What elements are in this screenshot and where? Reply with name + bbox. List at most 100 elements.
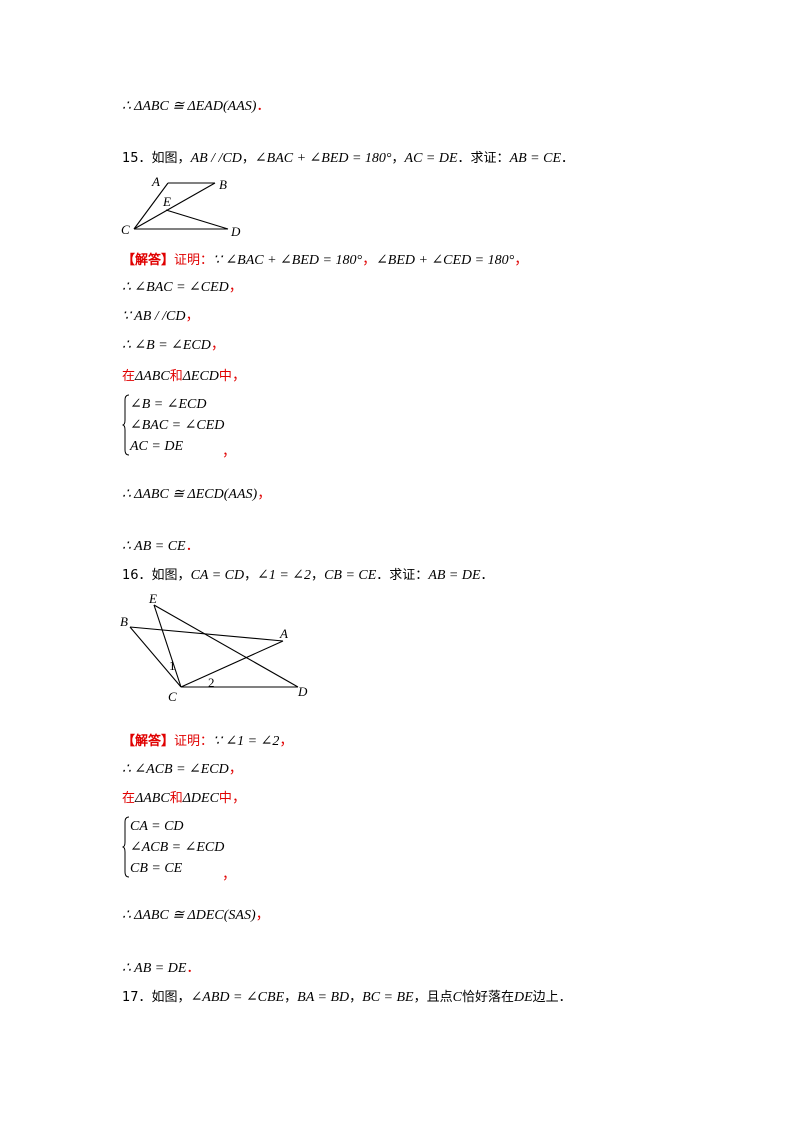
question-intro: 如图， bbox=[151, 990, 191, 1005]
punctuation: ， bbox=[241, 151, 255, 166]
label-c: C bbox=[168, 689, 177, 704]
prove-label: ．求证： bbox=[376, 568, 429, 583]
label-d: D bbox=[297, 684, 308, 699]
q15-answer-line-3: ∵ AB / /CD， bbox=[122, 307, 200, 326]
q15-answer-line-4: ∴ ∠B = ∠ECD， bbox=[122, 336, 225, 355]
in-word: 在 bbox=[122, 791, 136, 806]
label-a: A bbox=[279, 626, 288, 641]
question-17-statement: 17．如图，∠ABD = ∠CBE，BA = BD，BC = BE，且点C恰好落… bbox=[122, 988, 572, 1007]
punctuation: ， bbox=[284, 990, 298, 1005]
answer-prefix: 证明： bbox=[174, 734, 214, 749]
given-3: BC = BE bbox=[362, 990, 414, 1005]
step-4: ∴ ∠B = ∠ECD bbox=[122, 338, 211, 353]
condition-row: CB = CE bbox=[130, 861, 183, 876]
punctuation: ， bbox=[228, 761, 243, 777]
segment-label: DE bbox=[513, 990, 533, 1005]
condition-row: AC = DE bbox=[130, 439, 183, 454]
and-word: 和 bbox=[169, 369, 183, 384]
final-statement: ∴ AB = DE bbox=[122, 961, 187, 976]
question-number: 17． bbox=[122, 990, 152, 1005]
q16-answer-line-2: ∴ ∠ACB = ∠ECD， bbox=[122, 760, 243, 779]
label-d: D bbox=[230, 224, 241, 239]
label-a: A bbox=[151, 174, 160, 189]
step-2: ∴ ∠ACB = ∠ECD bbox=[122, 762, 229, 777]
in-word: 在 bbox=[122, 369, 136, 384]
given-2: BA = BD bbox=[297, 990, 350, 1005]
punctuation: ， bbox=[244, 568, 258, 583]
condition-row: ∠BAC = ∠CED bbox=[130, 418, 225, 433]
q15-triangle-intro: 在ΔABC和ΔECD中， bbox=[122, 367, 246, 386]
condition-row: ∠B = ∠ECD bbox=[130, 397, 207, 412]
q15-system-comma: ， bbox=[222, 443, 236, 461]
angle-1-label: 1 bbox=[169, 658, 176, 673]
triangle-2: ΔECD bbox=[182, 369, 219, 384]
figure-q16: E B A C D 1 2 bbox=[120, 591, 308, 704]
punctuation: ， bbox=[279, 733, 294, 749]
brace-icon bbox=[122, 816, 130, 878]
angle-2-label: 2 bbox=[208, 675, 215, 690]
label-e: E bbox=[162, 194, 171, 209]
text-part: 恰好落在 bbox=[461, 990, 514, 1005]
punctuation: ， bbox=[222, 444, 236, 460]
given-2: ∠BAC + ∠BED = 180° bbox=[254, 151, 392, 166]
punctuation: ． bbox=[186, 960, 201, 976]
q16-congruence: ∴ ΔABC ≅ ΔDEC(SAS)， bbox=[122, 906, 270, 925]
step-1: ∵ ∠1 = ∠2 bbox=[213, 734, 280, 749]
given-3: AC = DE bbox=[404, 151, 458, 166]
punctuation: ． bbox=[480, 568, 494, 583]
punctuation: ， bbox=[349, 990, 363, 1005]
answer-prefix: 证明： bbox=[174, 253, 214, 268]
text-part: ，且点 bbox=[413, 990, 453, 1005]
q16-system-comma: ， bbox=[222, 866, 236, 884]
step-1b: ∠BED + ∠CED = 180° bbox=[376, 253, 515, 268]
punctuation: ， bbox=[257, 486, 272, 502]
punctuation: ， bbox=[231, 368, 246, 384]
question-15-statement: 15．如图，AB / /CD，∠BAC + ∠BED = 180°，AC = D… bbox=[122, 149, 574, 168]
punctuation: ， bbox=[210, 337, 225, 353]
congruence-statement: ∴ ΔABC ≅ ΔECD(AAS) bbox=[122, 487, 258, 502]
given-3: CB = CE bbox=[324, 568, 377, 583]
q15-answer-line-1: 【解答】证明：∵ ∠BAC + ∠BED = 180°，∠BED + ∠CED … bbox=[122, 251, 528, 270]
punctuation: ， bbox=[514, 252, 529, 268]
question-number: 15． bbox=[122, 151, 152, 166]
label-c: C bbox=[121, 222, 130, 237]
triangle-1: ΔABC bbox=[135, 369, 170, 384]
step-3: ∵ AB / /CD bbox=[122, 309, 186, 324]
step-1a: ∵ ∠BAC + ∠BED = 180° bbox=[213, 253, 363, 268]
previous-conclusion-line: ∴ ΔABC ≅ ΔEAD(AAS)． bbox=[122, 97, 270, 116]
step-2: ∴ ∠BAC = ∠CED bbox=[122, 280, 229, 295]
brace-icon bbox=[122, 394, 130, 456]
and-word: 和 bbox=[169, 791, 183, 806]
q15-congruence: ∴ ΔABC ≅ ΔECD(AAS)， bbox=[122, 485, 271, 504]
punctuation: ． bbox=[256, 98, 271, 114]
answer-tag: 【解答】 bbox=[122, 734, 175, 749]
zhong-word: 中 bbox=[218, 791, 232, 806]
label-e: E bbox=[148, 591, 157, 606]
math-expression: ∴ ΔABC ≅ ΔEAD(AAS) bbox=[122, 99, 257, 114]
figure-q15: A B C D E bbox=[121, 174, 241, 239]
given-1: AB / /CD bbox=[190, 151, 242, 166]
condition-row: ∠ACB = ∠ECD bbox=[130, 840, 225, 855]
answer-tag: 【解答】 bbox=[122, 253, 175, 268]
q15-answer-line-2: ∴ ∠BAC = ∠CED， bbox=[122, 278, 243, 297]
point-label: C bbox=[452, 990, 462, 1005]
punctuation: ， bbox=[231, 790, 246, 806]
q16-final: ∴ AB = DE． bbox=[122, 959, 200, 978]
q16-triangle-intro: 在ΔABC和ΔDEC中， bbox=[122, 789, 246, 808]
punctuation: ． bbox=[185, 538, 200, 554]
question-intro: 如图， bbox=[151, 568, 191, 583]
punctuation: ， bbox=[228, 279, 243, 295]
question-intro: 如图， bbox=[151, 151, 191, 166]
congruence-statement: ∴ ΔABC ≅ ΔDEC(SAS) bbox=[122, 908, 256, 923]
prove-statement: AB = DE bbox=[428, 568, 481, 583]
label-b: B bbox=[219, 177, 227, 192]
question-16-statement: 16．如图，CA = CD，∠1 = ∠2，CB = CE．求证：AB = DE… bbox=[122, 566, 494, 585]
condition-row: CA = CD bbox=[130, 819, 184, 834]
punctuation: ， bbox=[222, 867, 236, 883]
q16-answer-line-1: 【解答】证明：∵ ∠1 = ∠2， bbox=[122, 732, 293, 751]
label-b: B bbox=[120, 614, 128, 629]
triangle-1: ΔABC bbox=[135, 791, 170, 806]
prove-label: ．求证： bbox=[457, 151, 510, 166]
punctuation: ， bbox=[391, 151, 405, 166]
punctuation: ， bbox=[362, 252, 377, 268]
